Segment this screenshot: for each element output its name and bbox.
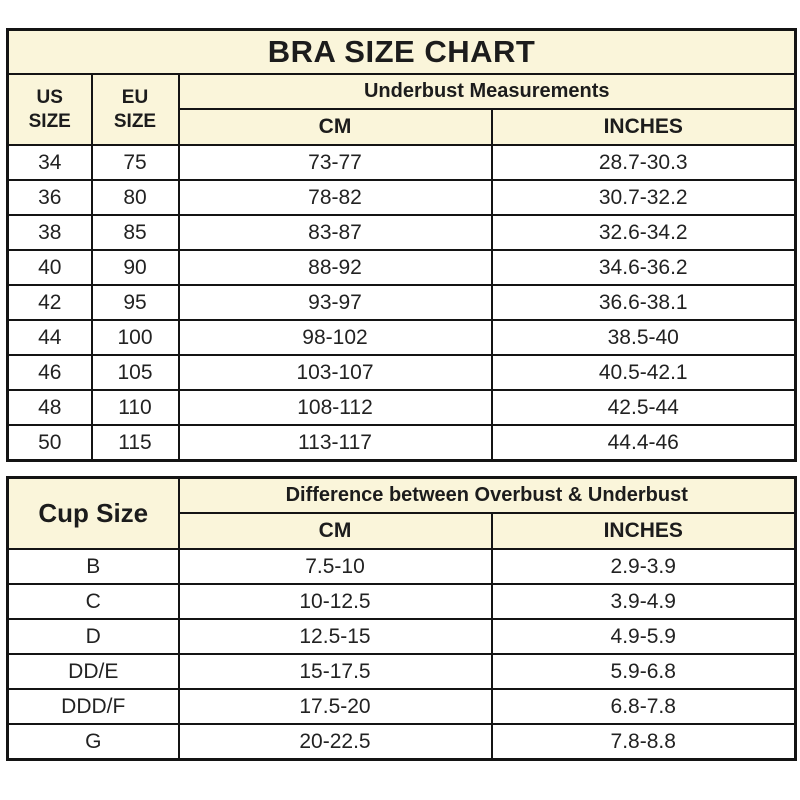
table-row: 34 75 73-77 28.7-30.3: [6, 144, 797, 181]
cm-cell: 93-97: [177, 284, 493, 321]
cup-cell: G: [6, 723, 180, 761]
cup-size-header: Cup Size: [6, 476, 180, 550]
bra-size-table: BRA SIZE CHART US SIZE EU SIZE Underbust…: [6, 28, 797, 462]
table-row: 48 110 108-112 42.5-44: [6, 389, 797, 426]
eu-size-cell: 100: [90, 319, 180, 356]
chart-title: BRA SIZE CHART: [6, 28, 797, 75]
cm-cell: 20-22.5: [177, 723, 493, 761]
eu-size-cell: 90: [90, 249, 180, 286]
eu-size-cell: 105: [90, 354, 180, 391]
table-row: G 20-22.5 7.8-8.8: [6, 723, 797, 761]
table-row: 40 90 88-92 34.6-36.2: [6, 249, 797, 286]
eu-size-header-line2: SIZE: [113, 110, 157, 132]
table-row: DD/E 15-17.5 5.9-6.8: [6, 653, 797, 690]
cm-cell: 78-82: [177, 179, 493, 216]
cup-size-table: Cup Size Difference between Overbust & U…: [6, 476, 797, 761]
us-size-cell: 48: [6, 389, 93, 426]
inches-cell: 3.9-4.9: [490, 583, 797, 620]
eu-size-cell: 85: [90, 214, 180, 251]
title-row: BRA SIZE CHART: [6, 28, 797, 75]
cup-cell: D: [6, 618, 180, 655]
table-row: 38 85 83-87 32.6-34.2: [6, 214, 797, 251]
cm-cell: 12.5-15: [177, 618, 493, 655]
inches-cell: 2.9-3.9: [490, 548, 797, 585]
us-size-cell: 34: [6, 144, 93, 181]
us-size-header-line1: US: [36, 86, 63, 108]
inches-cell: 40.5-42.1: [490, 354, 797, 391]
header-row-group: Cup Size Difference between Overbust & U…: [6, 476, 797, 550]
difference-group-header: Difference between Overbust & Underbust: [177, 476, 797, 514]
inches-cell: 36.6-38.1: [490, 284, 797, 321]
eu-size-cell: 75: [90, 144, 180, 181]
eu-size-header-line1: EU: [121, 86, 149, 108]
inches-cell: 42.5-44: [490, 389, 797, 426]
table-row: 42 95 93-97 36.6-38.1: [6, 284, 797, 321]
us-size-header-line2: SIZE: [28, 110, 71, 132]
inches-cell: 38.5-40: [490, 319, 797, 356]
table-row: 36 80 78-82 30.7-32.2: [6, 179, 797, 216]
us-size-cell: 50: [6, 424, 93, 462]
us-size-cell: 38: [6, 214, 93, 251]
us-size-cell: 42: [6, 284, 93, 321]
cup-cell: B: [6, 548, 180, 585]
cm-header: CM: [177, 512, 493, 550]
inches-header: INCHES: [490, 512, 797, 550]
cm-cell: 113-117: [177, 424, 493, 462]
cm-cell: 73-77: [177, 144, 493, 181]
table-row: B 7.5-10 2.9-3.9: [6, 548, 797, 585]
cm-cell: 88-92: [177, 249, 493, 286]
us-size-header: US SIZE: [6, 73, 93, 146]
cm-header: CM: [177, 108, 493, 146]
inches-cell: 7.8-8.8: [490, 723, 797, 761]
table-row: C 10-12.5 3.9-4.9: [6, 583, 797, 620]
cm-cell: 7.5-10: [177, 548, 493, 585]
header-row-units: CM INCHES: [8, 512, 797, 550]
us-size-cell: 36: [6, 179, 93, 216]
cup-cell: C: [6, 583, 180, 620]
inches-header: INCHES: [490, 108, 797, 146]
table-gap: [6, 462, 794, 476]
table-row: DDD/F 17.5-20 6.8-7.8: [6, 688, 797, 725]
us-size-cell: 44: [6, 319, 93, 356]
table-row: 46 105 103-107 40.5-42.1: [6, 354, 797, 391]
cm-cell: 15-17.5: [177, 653, 493, 690]
eu-size-cell: 110: [90, 389, 180, 426]
eu-size-header: EU SIZE: [90, 73, 180, 146]
eu-size-cell: 80: [90, 179, 180, 216]
eu-size-cell: 95: [90, 284, 180, 321]
cm-cell: 108-112: [177, 389, 493, 426]
eu-size-cell: 115: [90, 424, 180, 462]
table-row: D 12.5-15 4.9-5.9: [6, 618, 797, 655]
inches-cell: 5.9-6.8: [490, 653, 797, 690]
cup-cell: DD/E: [6, 653, 180, 690]
cm-cell: 98-102: [177, 319, 493, 356]
inches-cell: 4.9-5.9: [490, 618, 797, 655]
cm-cell: 10-12.5: [177, 583, 493, 620]
table-row: 44 100 98-102 38.5-40: [6, 319, 797, 356]
cm-cell: 103-107: [177, 354, 493, 391]
header-row-units: CM INCHES: [8, 108, 797, 146]
inches-cell: 32.6-34.2: [490, 214, 797, 251]
inches-cell: 34.6-36.2: [490, 249, 797, 286]
inches-cell: 28.7-30.3: [490, 144, 797, 181]
us-size-cell: 46: [6, 354, 93, 391]
table-row: 50 115 113-117 44.4-46: [6, 424, 797, 462]
header-row-group: US SIZE EU SIZE Underbust Measurements: [6, 73, 797, 146]
us-size-cell: 40: [6, 249, 93, 286]
underbust-group-header: Underbust Measurements: [177, 73, 797, 110]
inches-cell: 44.4-46: [490, 424, 797, 462]
cup-cell: DDD/F: [6, 688, 180, 725]
cm-cell: 83-87: [177, 214, 493, 251]
inches-cell: 6.8-7.8: [490, 688, 797, 725]
inches-cell: 30.7-32.2: [490, 179, 797, 216]
cm-cell: 17.5-20: [177, 688, 493, 725]
